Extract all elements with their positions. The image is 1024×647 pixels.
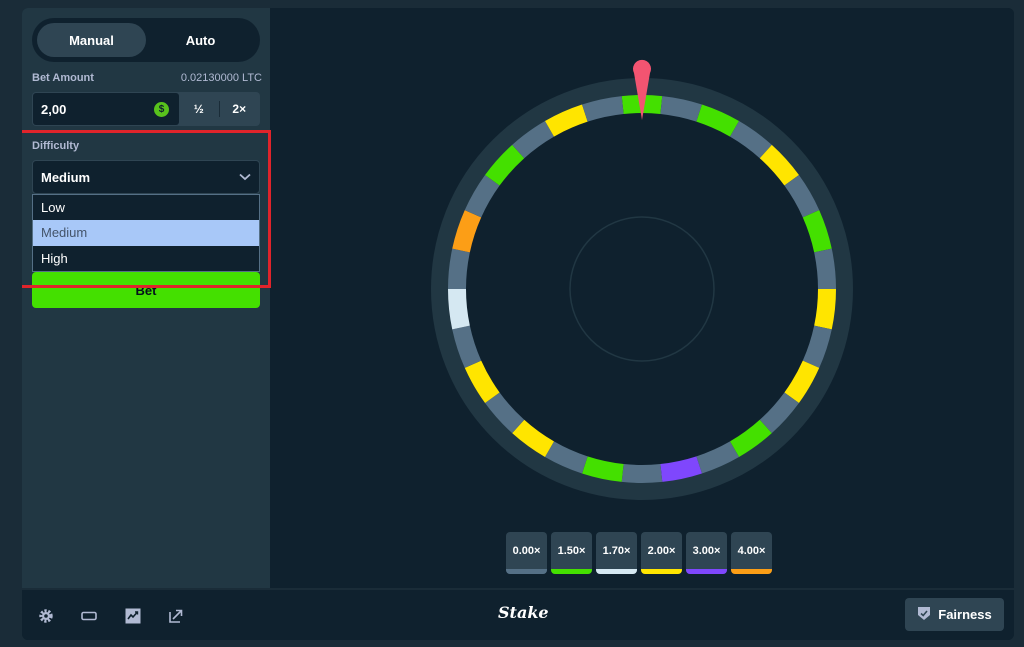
game-frame: Manual Auto Bet Amount 0.02130000 LTC 2,… [22, 8, 1014, 640]
bet-amount-label-row: Bet Amount 0.02130000 LTC [32, 72, 262, 84]
difficulty-label: Difficulty [32, 140, 80, 152]
payout-multiplier: 1.70× [602, 544, 631, 557]
wheel-game-area: 0.00× 1.50× 1.70× 2.00× 3.00× 4.00× [270, 8, 1014, 588]
wheel-segment-gray [802, 325, 832, 368]
payout-chip[interactable]: 0.00× [506, 532, 547, 574]
bet-button[interactable]: Bet [32, 272, 260, 308]
fairness-label: Fairness [938, 607, 992, 622]
wheel-segment-yellow [759, 144, 799, 186]
chevron-down-icon [239, 168, 251, 186]
payout-chip[interactable]: 1.70× [596, 532, 637, 574]
wheel-segment-gray [464, 174, 500, 218]
manual-tab[interactable]: Manual [37, 23, 146, 57]
wheel [431, 59, 853, 500]
payout-multiplier: 4.00× [737, 544, 766, 557]
fairness-button[interactable]: Fairness [905, 598, 1004, 631]
difficulty-option-medium[interactable]: Medium [33, 220, 259, 246]
shield-check-icon [917, 606, 931, 624]
wheel-segment-yellow [545, 104, 588, 137]
payout-multiplier: 3.00× [692, 544, 721, 557]
wheel-segment-yellow [784, 360, 820, 404]
difficulty-selected-value: Medium [41, 169, 91, 185]
payout-table: 0.00× 1.50× 1.70× 2.00× 3.00× 4.00× [506, 532, 772, 574]
half-bet-button[interactable]: ½ [193, 102, 204, 116]
footer-bar: Stake Fairness [22, 588, 1014, 640]
bet-amount-label: Bet Amount [32, 72, 94, 84]
double-bet-button[interactable]: 2× [232, 102, 247, 116]
wheel-segment-gray [759, 392, 799, 434]
wheel-segment-gray [660, 96, 702, 122]
currency-coin-icon: $ [154, 101, 169, 117]
live-stats-icon[interactable] [123, 606, 143, 626]
wheel-segment-gray [512, 120, 554, 159]
bet-amount-crypto: 0.02130000 LTC [180, 72, 262, 84]
stake-logo: Stake [498, 603, 549, 622]
payout-chip[interactable]: 1.50× [551, 532, 592, 574]
payout-multiplier: 1.50× [557, 544, 586, 557]
payout-color-bar [686, 569, 727, 574]
payout-chip[interactable]: 3.00× [686, 532, 727, 574]
wheel-center-circle [569, 216, 715, 362]
difficulty-option-low[interactable]: Low [41, 200, 65, 216]
bet-amount-value: 2,00 [41, 101, 67, 117]
wheel-segment-green [696, 104, 739, 137]
payout-color-bar [506, 569, 547, 574]
difficulty-dropdown: Low Medium High [32, 194, 260, 272]
wheel-segment-gray [452, 325, 482, 368]
difficulty-option-high[interactable]: High [41, 250, 68, 266]
payout-color-bar [731, 569, 772, 574]
wheel-segment-gray [814, 248, 836, 289]
payout-color-bar [596, 569, 637, 574]
payout-multiplier: 0.00× [512, 544, 541, 557]
auto-tab[interactable]: Auto [185, 32, 216, 48]
wheel-segment-yellow [814, 289, 836, 330]
wheel-segment-gray [730, 120, 772, 159]
wheel-segment-gray [784, 174, 820, 218]
bet-amount-input[interactable]: 2,00 $ [33, 93, 179, 125]
theatre-mode-icon[interactable] [79, 606, 99, 626]
wheel-segment-orange [452, 210, 482, 253]
mode-toggle: Manual Auto [32, 18, 260, 62]
wheel-segment-gray [485, 392, 525, 434]
payout-color-bar [641, 569, 682, 574]
bet-amount-group: 2,00 $ ½ 2× [32, 92, 260, 126]
payout-chip[interactable]: 4.00× [731, 532, 772, 574]
wheel-pointer-icon [633, 59, 651, 120]
wheel-segment-yellow [464, 360, 500, 404]
wheel-segment-green [730, 419, 772, 458]
wheel-segment-green [485, 144, 525, 186]
gear-icon[interactable] [36, 606, 56, 626]
popout-icon[interactable] [166, 606, 186, 626]
wheel-outer-ring [431, 78, 853, 500]
wheel-segment-green [582, 456, 624, 482]
wheel-segment-gray [448, 248, 470, 289]
wheel-segment-white [448, 289, 470, 330]
wheel-segment-gray [621, 464, 663, 483]
payout-multiplier: 2.00× [647, 544, 676, 557]
payout-color-bar [551, 569, 592, 574]
wheel-segment-gray [696, 441, 739, 474]
payout-chip[interactable]: 2.00× [641, 532, 682, 574]
wheel-segment-gray [545, 441, 588, 474]
wheel-segment-green [802, 210, 832, 253]
wheel-segment-purple [660, 456, 702, 482]
bet-controls-panel: Manual Auto Bet Amount 0.02130000 LTC 2,… [22, 8, 270, 588]
difficulty-select[interactable]: Medium [32, 160, 260, 194]
divider [218, 101, 220, 117]
wheel-segment-gray [582, 96, 624, 122]
wheel-segment-yellow [512, 419, 554, 458]
